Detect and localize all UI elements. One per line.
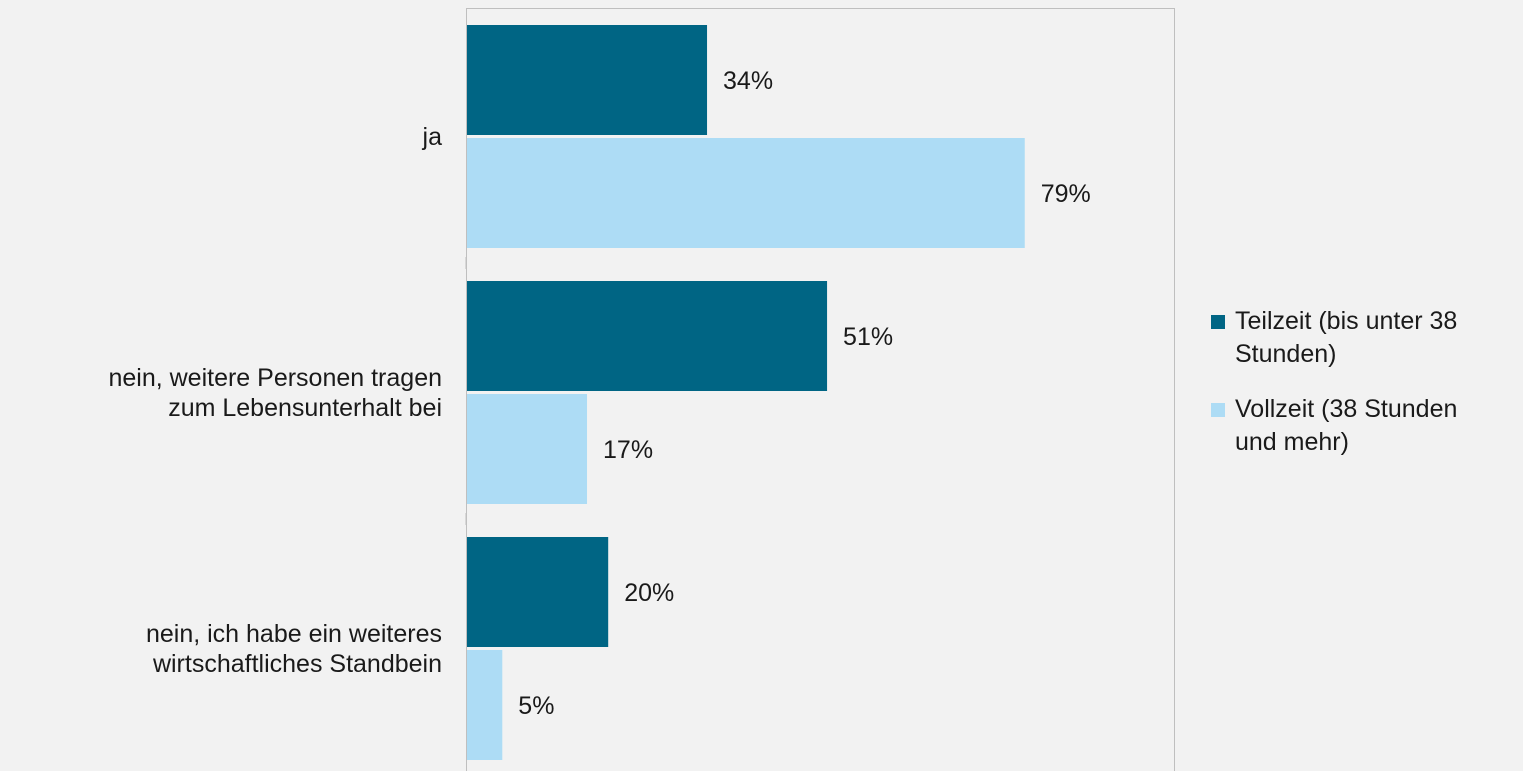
legend-label-vollzeit-line1: Vollzeit (38 Stunden [1235,395,1458,423]
category-label-1-line1: nein, weitere Personen tragen [108,364,442,392]
data-label-teilzeit-0: 34% [723,67,773,95]
legend-label-teilzeit-line1: Teilzeit (bis unter 38 [1235,307,1458,335]
legend-label-vollzeit-line2: und mehr) [1235,428,1349,456]
legend-swatch-teilzeit [1211,315,1225,329]
data-label-vollzeit-0: 79% [1041,180,1091,208]
legend-label-teilzeit-line2: Stunden) [1235,340,1337,368]
bar-teilzeit-2 [467,537,609,647]
legend: Teilzeit (bis unter 38 Stunden) Vollzeit… [1211,305,1523,481]
category-label-2-line2: wirtschaftliches Standbein [152,650,442,678]
legend-swatch-vollzeit [1211,403,1225,417]
category-label-1-line2: zum Lebensunterhalt bei [168,394,442,422]
plot-area [466,8,1175,771]
category-label-2-line1: nein, ich habe ein weiteres [146,620,442,648]
bar-vollzeit-0 [467,138,1025,248]
data-label-vollzeit-1: 17% [603,436,653,464]
bar-vollzeit-2 [467,650,503,760]
data-label-teilzeit-2: 20% [624,579,674,607]
data-label-teilzeit-1: 51% [843,323,893,351]
legend-item-vollzeit: Vollzeit (38 Stunden und mehr) [1211,393,1523,459]
category-label-0-line1: ja [422,123,443,151]
bar-vollzeit-1 [467,394,588,504]
data-labels: 34% 79% 51% 17% 20% 5% [518,67,1090,720]
bar-teilzeit-1 [467,281,828,391]
data-label-vollzeit-2: 5% [518,692,554,720]
legend-item-teilzeit: Teilzeit (bis unter 38 Stunden) [1211,305,1523,371]
bar-teilzeit-0 [467,25,708,135]
bars [467,25,1025,760]
